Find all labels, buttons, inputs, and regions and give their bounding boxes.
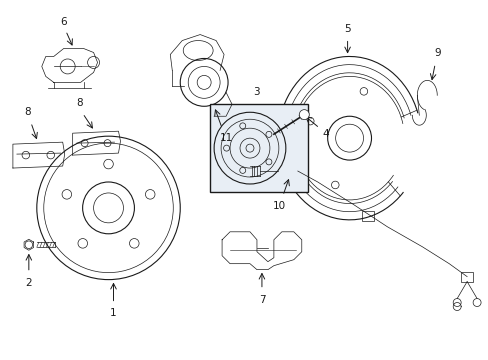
Circle shape — [299, 110, 308, 120]
Text: 11: 11 — [219, 133, 232, 143]
Text: 7: 7 — [258, 294, 264, 305]
Text: 9: 9 — [433, 49, 440, 58]
Text: 8: 8 — [24, 107, 31, 117]
Text: 5: 5 — [344, 24, 350, 33]
Text: 1: 1 — [110, 309, 117, 319]
Bar — [460, 272, 472, 282]
Bar — [361, 211, 373, 221]
Text: 2: 2 — [25, 278, 32, 288]
Bar — [277, 166, 297, 176]
Text: 10: 10 — [273, 201, 286, 211]
Text: 6: 6 — [60, 17, 67, 27]
Text: 8: 8 — [76, 98, 83, 108]
Text: 3: 3 — [253, 87, 260, 97]
Text: 4: 4 — [322, 129, 328, 139]
FancyBboxPatch shape — [210, 104, 307, 192]
